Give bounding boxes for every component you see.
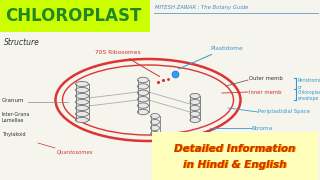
Text: Detailed Information: Detailed Information: [175, 145, 296, 154]
Text: Detailed Information: Detailed Information: [174, 144, 296, 154]
Ellipse shape: [138, 96, 148, 102]
Ellipse shape: [76, 81, 89, 87]
Text: envelope: envelope: [298, 96, 319, 101]
Text: Structure: Structure: [4, 38, 40, 47]
Text: 70S Ribosomes: 70S Ribosomes: [95, 50, 160, 77]
Text: in Hindi & English: in Hindi & English: [184, 161, 287, 170]
Text: in Hindi & English: in Hindi & English: [183, 159, 286, 170]
Ellipse shape: [138, 77, 148, 83]
Text: Periplastidial Space: Periplastidial Space: [258, 109, 310, 114]
Text: in Hindi & English: in Hindi & English: [183, 160, 287, 170]
Ellipse shape: [138, 103, 148, 108]
Ellipse shape: [76, 87, 89, 93]
Text: Plastidome: Plastidome: [179, 46, 243, 69]
Text: Inner memb: Inner memb: [249, 89, 282, 94]
Ellipse shape: [190, 93, 200, 99]
Text: Outer memb: Outer memb: [249, 76, 283, 82]
Ellipse shape: [190, 111, 200, 117]
Text: MITESH ZAWAR : The Botany Guide: MITESH ZAWAR : The Botany Guide: [155, 5, 248, 10]
Ellipse shape: [150, 120, 159, 125]
Ellipse shape: [190, 117, 200, 123]
Text: Lamellae: Lamellae: [2, 118, 24, 123]
Text: Thylakoid: Thylakoid: [2, 132, 26, 137]
Text: CHLOROPLAST: CHLOROPLAST: [5, 7, 141, 25]
FancyBboxPatch shape: [152, 132, 318, 180]
Ellipse shape: [76, 93, 89, 99]
Text: Chloroplast: Chloroplast: [298, 90, 320, 95]
Ellipse shape: [76, 117, 89, 123]
Ellipse shape: [76, 99, 89, 105]
Text: Peristromium: Peristromium: [298, 78, 320, 83]
Text: Quantosomes: Quantosomes: [57, 150, 93, 155]
Text: Detailed Information: Detailed Information: [174, 145, 295, 154]
Ellipse shape: [76, 105, 89, 111]
Text: Inter-Grana: Inter-Grana: [2, 112, 30, 117]
Ellipse shape: [150, 113, 159, 119]
Text: Detailed Information: Detailed Information: [175, 143, 296, 154]
Text: in Hindi & English: in Hindi & English: [183, 161, 286, 170]
Ellipse shape: [138, 109, 148, 115]
Ellipse shape: [150, 131, 159, 137]
FancyBboxPatch shape: [0, 0, 150, 32]
Ellipse shape: [138, 90, 148, 96]
Text: Detailed Information: Detailed Information: [174, 143, 295, 154]
Text: Granum: Granum: [2, 98, 25, 102]
Text: in Hindi & English: in Hindi & English: [184, 159, 287, 170]
Text: or: or: [298, 85, 303, 90]
Ellipse shape: [62, 65, 234, 135]
Ellipse shape: [76, 111, 89, 117]
Ellipse shape: [190, 99, 200, 105]
Text: Stroma: Stroma: [252, 125, 273, 130]
Ellipse shape: [190, 105, 200, 111]
Ellipse shape: [150, 125, 159, 130]
Ellipse shape: [138, 84, 148, 89]
